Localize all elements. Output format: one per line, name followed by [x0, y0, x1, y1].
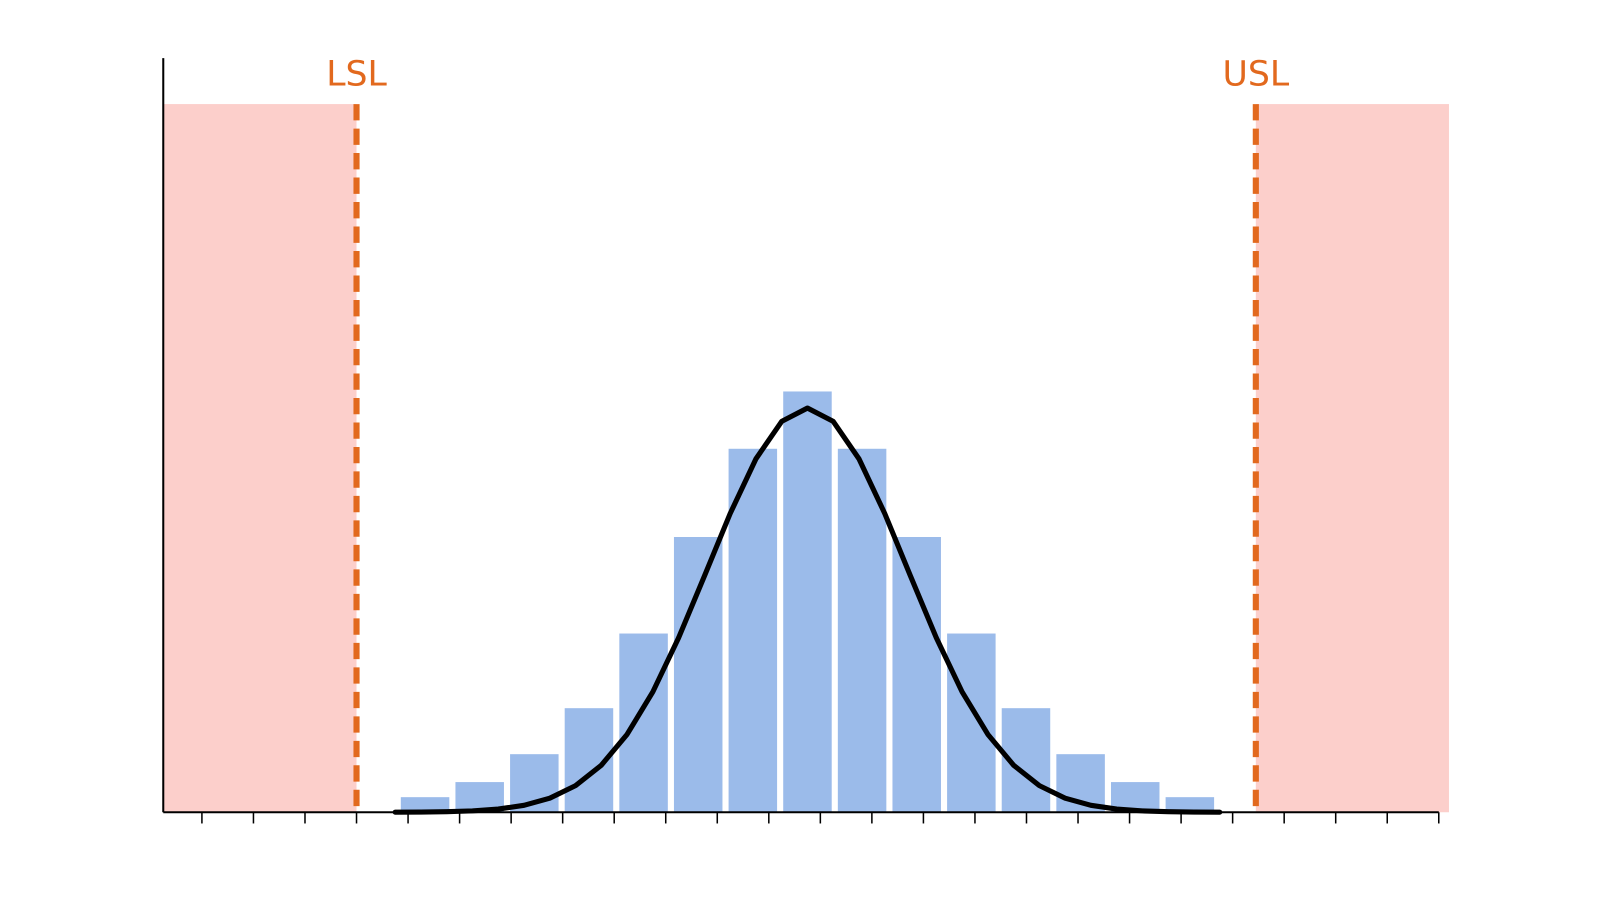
bar [673, 537, 723, 813]
reject-zone [163, 104, 357, 813]
bar [619, 633, 668, 813]
spec-limit-label: LSL [326, 55, 387, 95]
bar [783, 391, 832, 813]
spec-limit-label: USL [1222, 55, 1289, 95]
bar [947, 633, 996, 813]
bar [728, 448, 778, 813]
bar [1165, 797, 1215, 813]
reject-zone [1255, 104, 1449, 813]
bar [837, 448, 887, 813]
bar [892, 537, 941, 813]
bar [400, 797, 450, 813]
fit-curve [392, 405, 1223, 815]
